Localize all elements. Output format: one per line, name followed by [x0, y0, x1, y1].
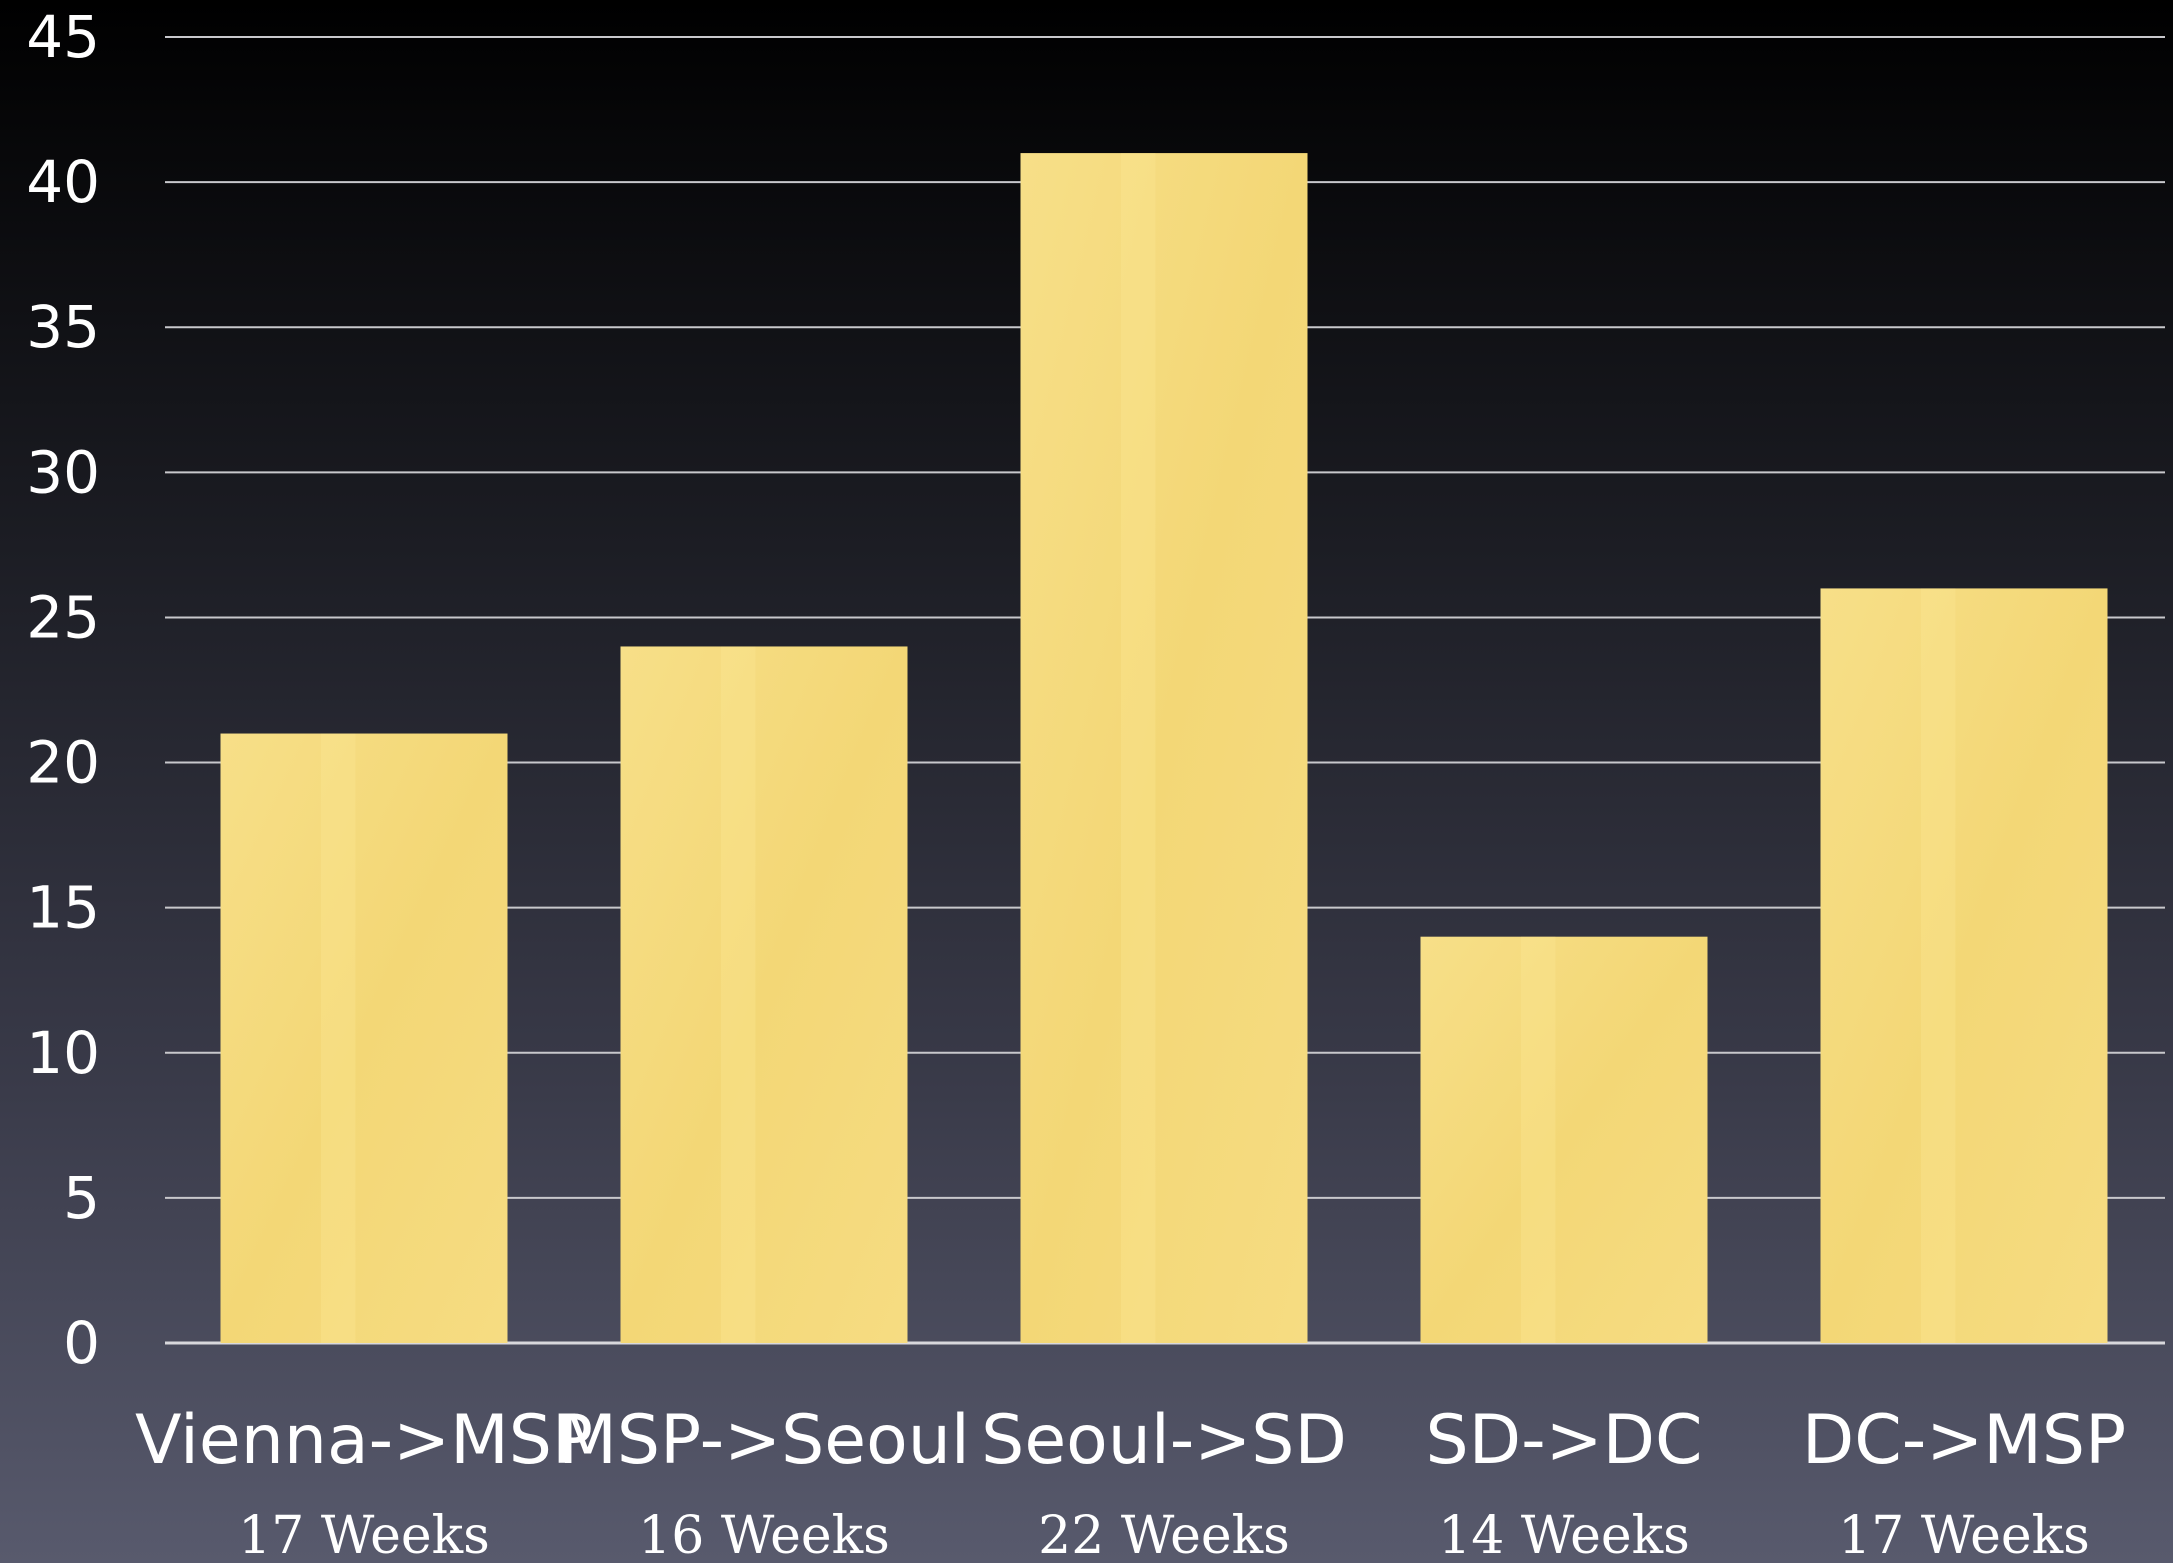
- bars: [220, 153, 2108, 1344]
- x-sub-label: 17 Weeks: [1838, 1506, 2090, 1563]
- x-sub-label: 14 Weeks: [1438, 1506, 1690, 1563]
- x-axis-labels: Vienna->MSP 17 Weeks MSP->Seoul 16 Weeks Seo…: [135, 1401, 2126, 1563]
- bar-texture: [1120, 153, 1156, 1344]
- y-tick-label: 45: [26, 3, 100, 71]
- bar-texture: [1520, 936, 1556, 1343]
- x-category-label: MSP->Seoul: [558, 1401, 969, 1480]
- y-tick-label: 0: [63, 1309, 100, 1377]
- x-sub-label: 16 Weeks: [638, 1506, 890, 1563]
- x-category-label: SD->DC: [1426, 1401, 1703, 1480]
- bar-seoul-sd: [1020, 153, 1308, 1344]
- x-sub-label: 17 Weeks: [238, 1506, 490, 1563]
- x-category-label: DC->MSP: [1802, 1401, 2126, 1480]
- x-category-label: Vienna->MSP: [135, 1401, 593, 1480]
- y-tick-label: 15: [26, 874, 100, 942]
- bar-sd-dc: [1420, 936, 1708, 1343]
- bar-texture: [720, 646, 756, 1343]
- y-tick-label: 10: [26, 1019, 100, 1087]
- x-category-label: Seoul->SD: [981, 1401, 1347, 1480]
- y-tick-label: 30: [26, 438, 100, 506]
- bar-texture: [320, 733, 356, 1343]
- y-axis-ticks: 0 5 10 15 20 25 30 35 40 45: [26, 3, 100, 1377]
- y-tick-label: 20: [26, 729, 100, 797]
- y-tick-label: 40: [26, 148, 100, 216]
- x-sub-label: 22 Weeks: [1038, 1506, 1290, 1563]
- y-tick-label: 25: [26, 583, 100, 651]
- bar-texture: [1920, 588, 1956, 1343]
- bar-msp-seoul: [620, 646, 908, 1343]
- y-tick-label: 5: [63, 1164, 100, 1232]
- bar-dc-msp: [1820, 588, 2108, 1343]
- y-tick-label: 35: [26, 293, 100, 361]
- bar-vienna-msp: [220, 733, 508, 1343]
